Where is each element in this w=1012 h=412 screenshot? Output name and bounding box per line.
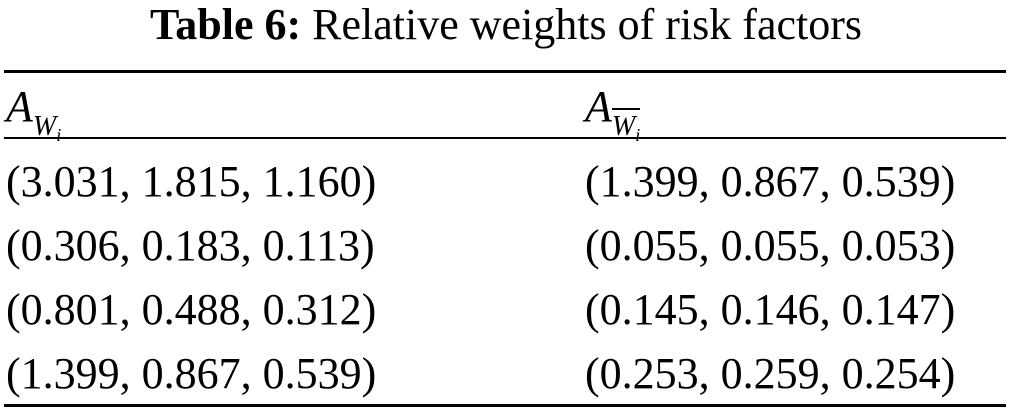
header-subscript-overlined: Wi	[611, 108, 641, 145]
table-cell: (1.399, 0.867, 0.539)	[585, 157, 956, 206]
table-bottom-rule	[4, 404, 1006, 407]
header-main-symbol: A	[585, 82, 612, 131]
table-cell: (3.031, 1.815, 1.160)	[6, 157, 377, 206]
table-cell: (0.055, 0.055, 0.053)	[585, 221, 956, 270]
header-main-symbol: A	[6, 82, 33, 131]
header-subscript-index: i	[635, 125, 641, 145]
column-header-a-w: AWi	[6, 82, 62, 145]
table-top-rule	[4, 70, 1006, 73]
table-row: (0.306, 0.183, 0.113) (0.055, 0.055, 0.0…	[0, 214, 1012, 278]
header-subscript-index: i	[56, 125, 62, 145]
table-caption: Table 6: Relative weights of risk factor…	[0, 0, 1012, 50]
table-row: (1.399, 0.867, 0.539) (0.253, 0.259, 0.2…	[0, 342, 1012, 406]
table-cell: (1.399, 0.867, 0.539)	[6, 349, 377, 398]
table-body: (3.031, 1.815, 1.160) (1.399, 0.867, 0.5…	[0, 150, 1012, 406]
table-header-rule	[4, 137, 1006, 139]
column-header-a-w-bar: AWi	[585, 82, 641, 145]
table-caption-text: Relative weights of risk factors	[312, 0, 863, 49]
table-cell: (0.253, 0.259, 0.254)	[585, 349, 956, 398]
header-subscript: Wi	[32, 111, 62, 145]
table-cell: (0.801, 0.488, 0.312)	[6, 285, 377, 334]
table-cell: (0.145, 0.146, 0.147)	[585, 285, 956, 334]
table-row: (0.801, 0.488, 0.312) (0.145, 0.146, 0.1…	[0, 278, 1012, 342]
table-cell: (0.306, 0.183, 0.113)	[6, 221, 375, 270]
table-row: (3.031, 1.815, 1.160) (1.399, 0.867, 0.5…	[0, 150, 1012, 214]
table-caption-label: Table 6:	[149, 0, 302, 49]
